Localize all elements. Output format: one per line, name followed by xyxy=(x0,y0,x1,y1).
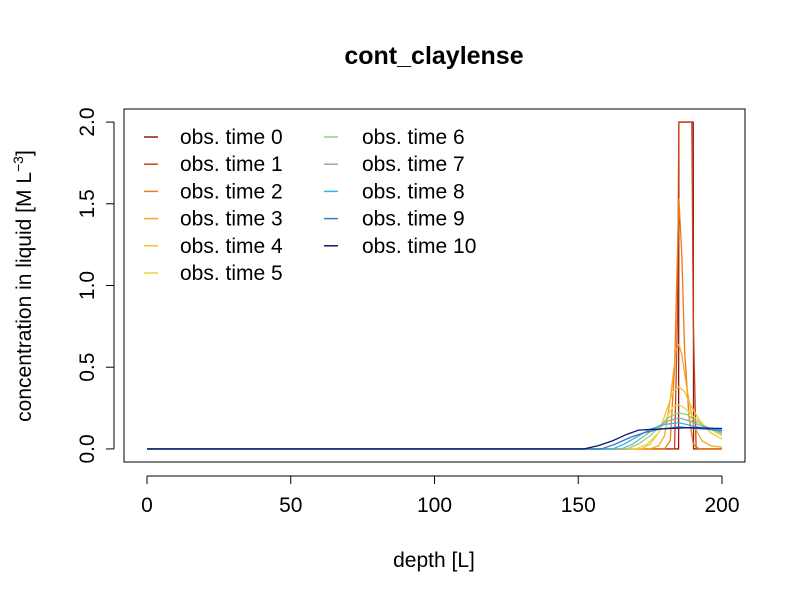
y-tick-label: 1.0 xyxy=(76,271,99,300)
series-line-4 xyxy=(147,386,723,450)
y-axis-label-superscript: −3 xyxy=(10,156,26,172)
x-tick-label: 200 xyxy=(704,494,739,517)
series-group xyxy=(147,121,723,450)
legend: obs. time 0 obs. time 1 obs. time 2 obs. ti… xyxy=(144,126,476,285)
y-axis: 0.0 0.5 1.0 1.5 2.0 xyxy=(76,107,115,464)
y-axis-label: concentration in liquid [M L−3] xyxy=(10,150,36,422)
y-axis-label-main: concentration in liquid [M L xyxy=(13,172,36,422)
series-line-6 xyxy=(147,412,723,450)
legend-label-9: obs. time 9 xyxy=(362,208,465,231)
y-tick-label: 0.5 xyxy=(76,353,99,382)
legend-label-1: obs. time 1 xyxy=(180,153,283,176)
y-tick-label: 1.5 xyxy=(76,189,99,218)
x-axis: 0 50 100 150 200 xyxy=(141,475,740,517)
legend-label-0: obs. time 0 xyxy=(180,126,283,149)
legend-label-10: obs. time 10 xyxy=(362,235,476,258)
series-line-10 xyxy=(147,427,723,450)
legend-label-3: obs. time 3 xyxy=(180,208,283,231)
x-tick-label: 150 xyxy=(561,494,596,517)
series-line-2 xyxy=(147,198,722,450)
y-tick-label: 2.0 xyxy=(76,107,99,136)
x-tick-label: 100 xyxy=(417,494,452,517)
legend-label-8: obs. time 8 xyxy=(362,180,465,203)
x-tick-label: 0 xyxy=(141,494,153,517)
chart-title: cont_claylense xyxy=(344,42,523,70)
y-tick-label: 0.0 xyxy=(76,434,99,463)
series-line-9 xyxy=(147,426,723,450)
plot-area xyxy=(123,108,746,463)
legend-label-4: obs. time 4 xyxy=(180,235,283,258)
series-line-7 xyxy=(147,417,723,450)
legend-label-7: obs. time 7 xyxy=(362,153,465,176)
series-line-5 xyxy=(147,404,723,450)
legend-label-5: obs. time 5 xyxy=(180,262,283,285)
series-line-3 xyxy=(147,343,723,450)
legend-label-2: obs. time 2 xyxy=(180,180,283,203)
y-axis-label-close: ] xyxy=(13,150,36,156)
x-axis-label: depth [L] xyxy=(393,549,475,572)
legend-label-6: obs. time 6 xyxy=(362,126,465,149)
x-tick-label: 50 xyxy=(279,494,302,517)
